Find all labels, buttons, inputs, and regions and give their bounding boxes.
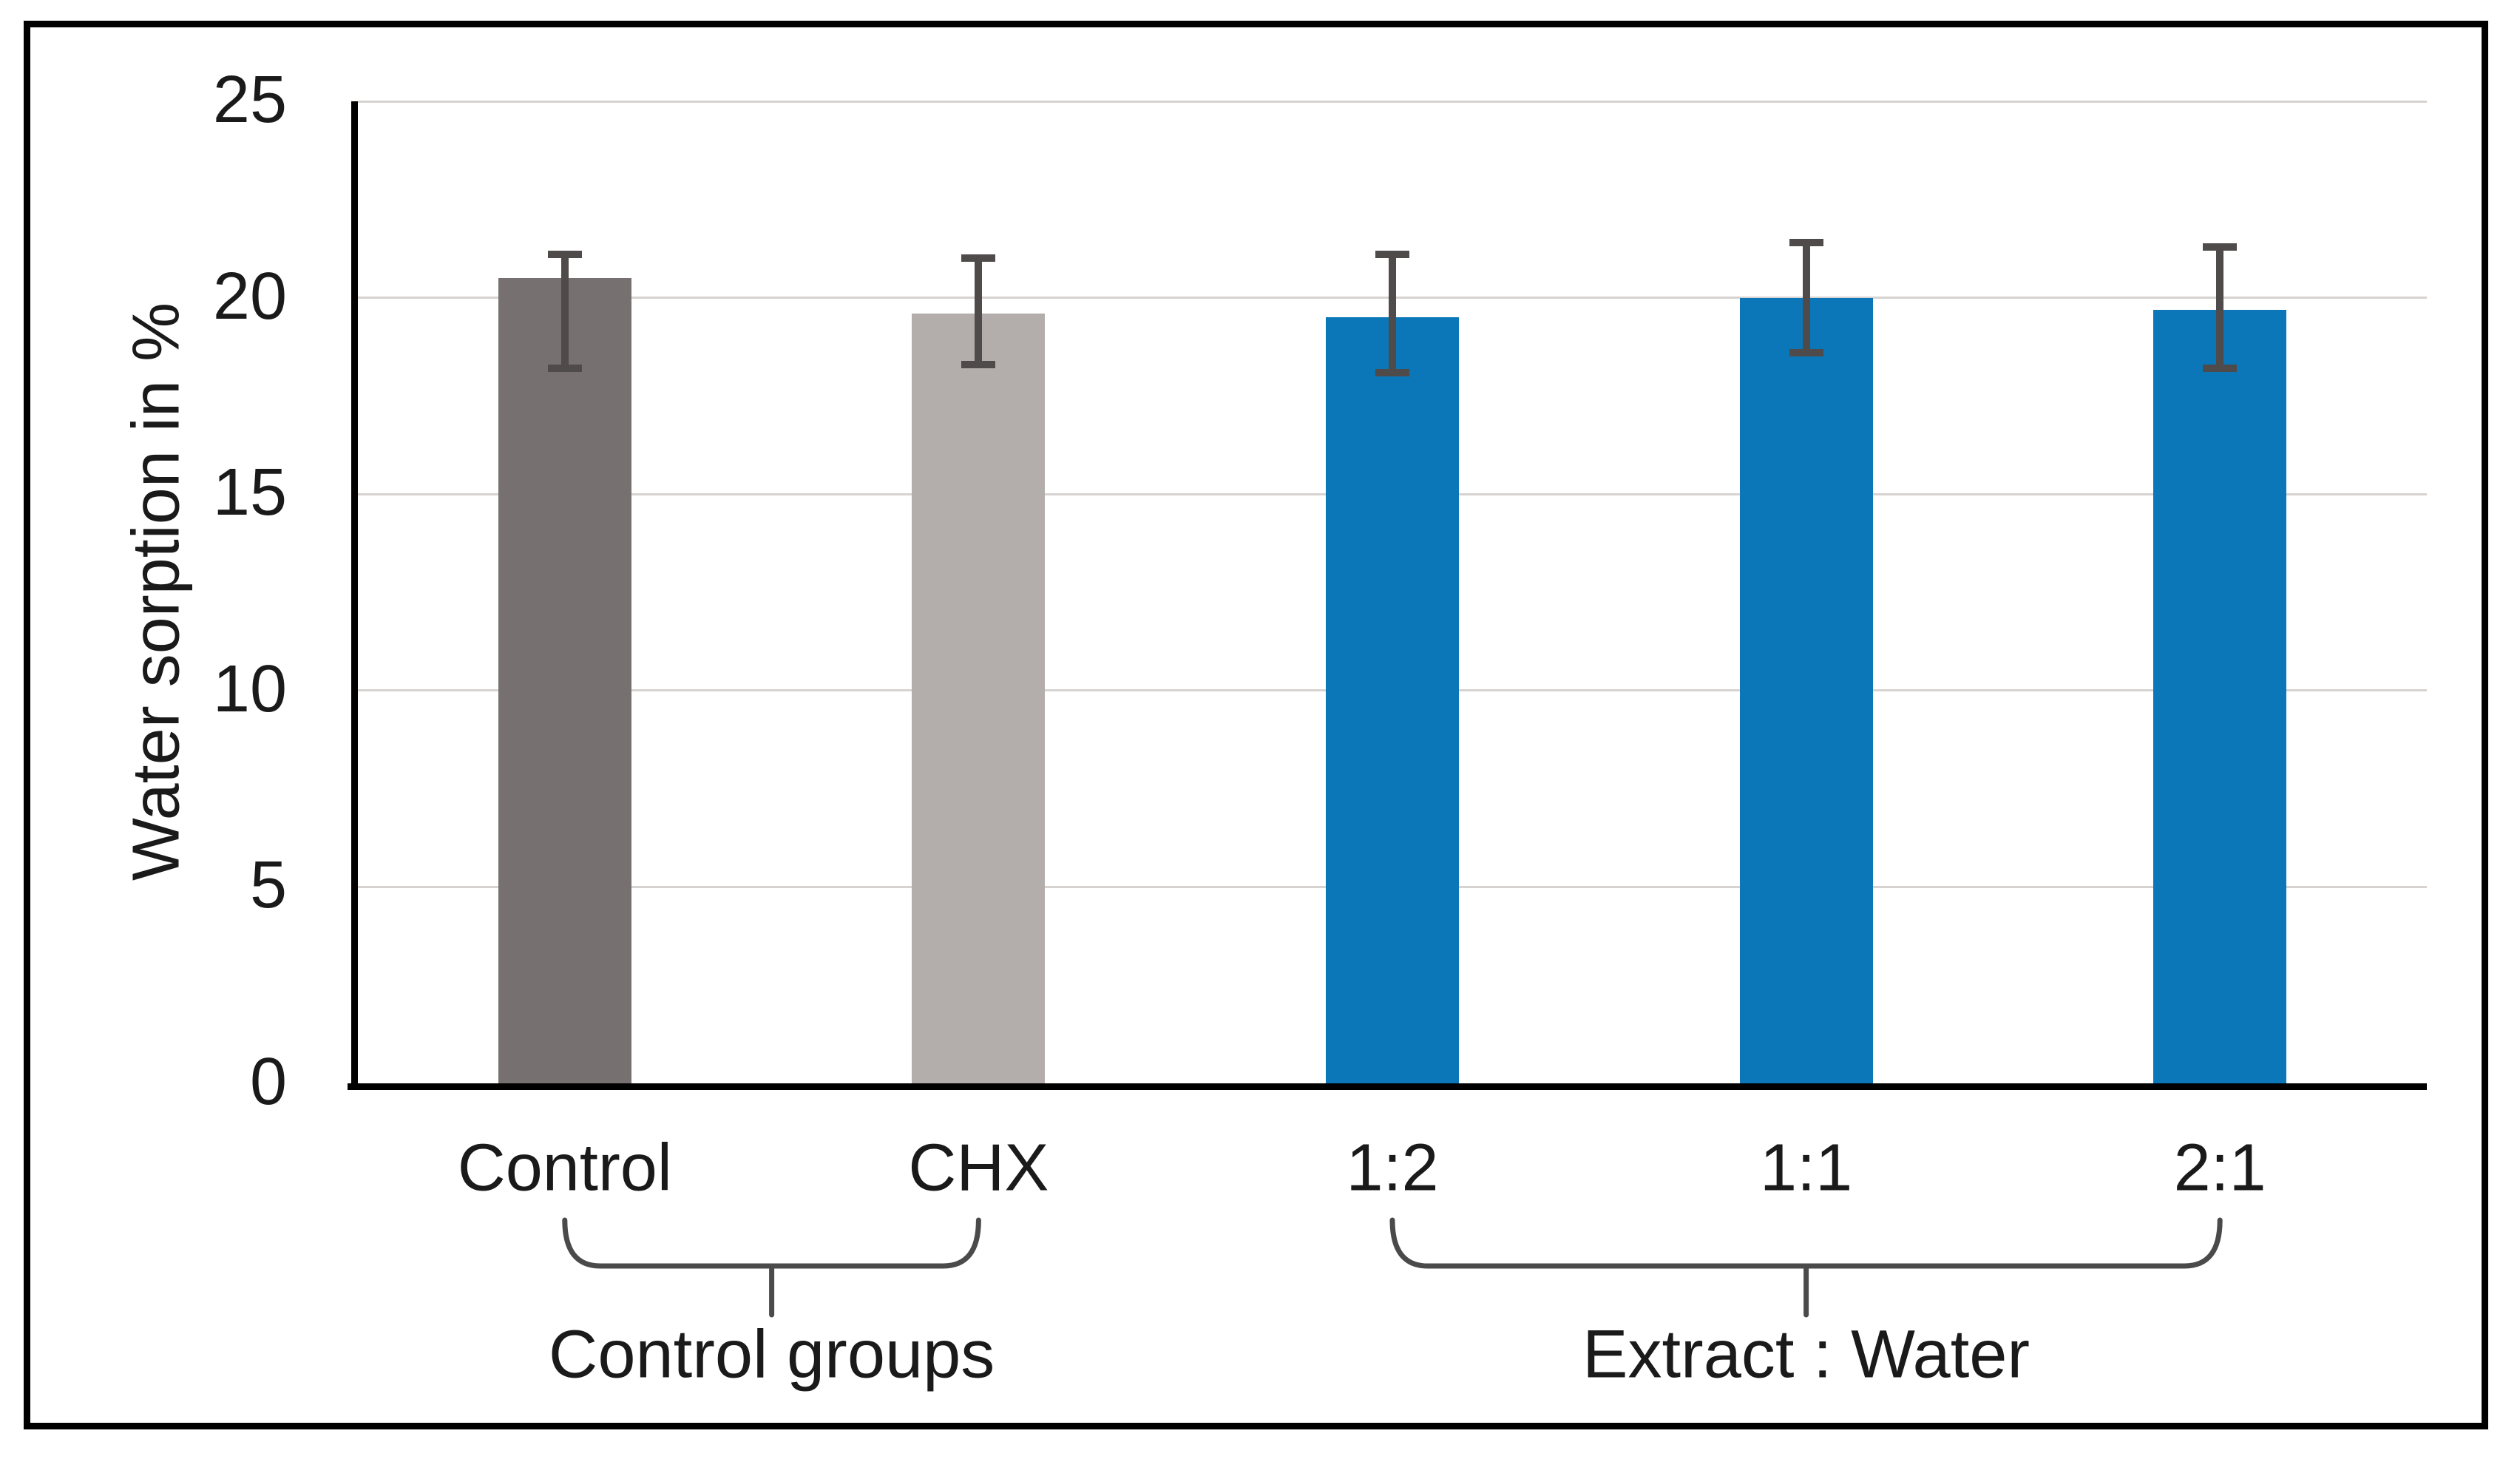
error-cap-bottom-2-1 xyxy=(2203,365,2238,373)
y-tick-label-10: 10 xyxy=(212,651,287,726)
bar-1-1 xyxy=(1739,297,1873,1083)
y-tick-label-0: 0 xyxy=(249,1045,287,1120)
error-bar-2-1 xyxy=(2216,246,2224,369)
gridline-25 xyxy=(358,100,2427,103)
error-bar-control xyxy=(560,254,569,369)
error-cap-top-1-2 xyxy=(1375,251,1409,259)
error-cap-bottom-1-1 xyxy=(1789,348,1823,356)
error-bar-chx xyxy=(975,258,983,365)
bar-control xyxy=(498,278,631,1083)
x-category-label-control: Control xyxy=(457,1131,672,1205)
y-tick-label-25: 25 xyxy=(212,63,287,138)
plot-area xyxy=(348,100,2427,1090)
error-cap-bottom-control xyxy=(547,365,582,373)
y-axis-line xyxy=(351,101,358,1087)
figure-border xyxy=(24,21,2488,1429)
x-category-label-2-1: 2:1 xyxy=(2173,1131,2266,1205)
bar-1-2 xyxy=(1326,317,1459,1083)
error-bar-1-2 xyxy=(1389,254,1396,373)
brace-control-groups xyxy=(562,1217,981,1318)
error-cap-top-control xyxy=(547,251,582,259)
bar-chx xyxy=(912,313,1046,1083)
x-axis-line xyxy=(348,1083,2427,1090)
y-tick-label-20: 20 xyxy=(212,259,287,334)
brace-extract-water xyxy=(1389,1217,2223,1318)
bar-2-1 xyxy=(2153,309,2287,1083)
x-category-label-chx: CHX xyxy=(908,1131,1049,1205)
error-cap-top-2-1 xyxy=(2203,243,2238,251)
error-bar-1-1 xyxy=(1802,243,1810,353)
group-label-extract-water: Extract : Water xyxy=(1582,1316,2030,1392)
y-tick-label-15: 15 xyxy=(212,456,287,530)
x-category-label-1-1: 1:1 xyxy=(1760,1131,1853,1205)
error-cap-top-chx xyxy=(961,254,996,263)
error-cap-bottom-chx xyxy=(961,360,996,368)
group-label-control-groups: Control groups xyxy=(548,1316,995,1392)
y-tick-label-5: 5 xyxy=(249,848,287,923)
error-cap-top-1-1 xyxy=(1789,239,1823,247)
error-cap-bottom-1-2 xyxy=(1375,368,1409,376)
x-category-label-1-2: 1:2 xyxy=(1346,1131,1439,1205)
